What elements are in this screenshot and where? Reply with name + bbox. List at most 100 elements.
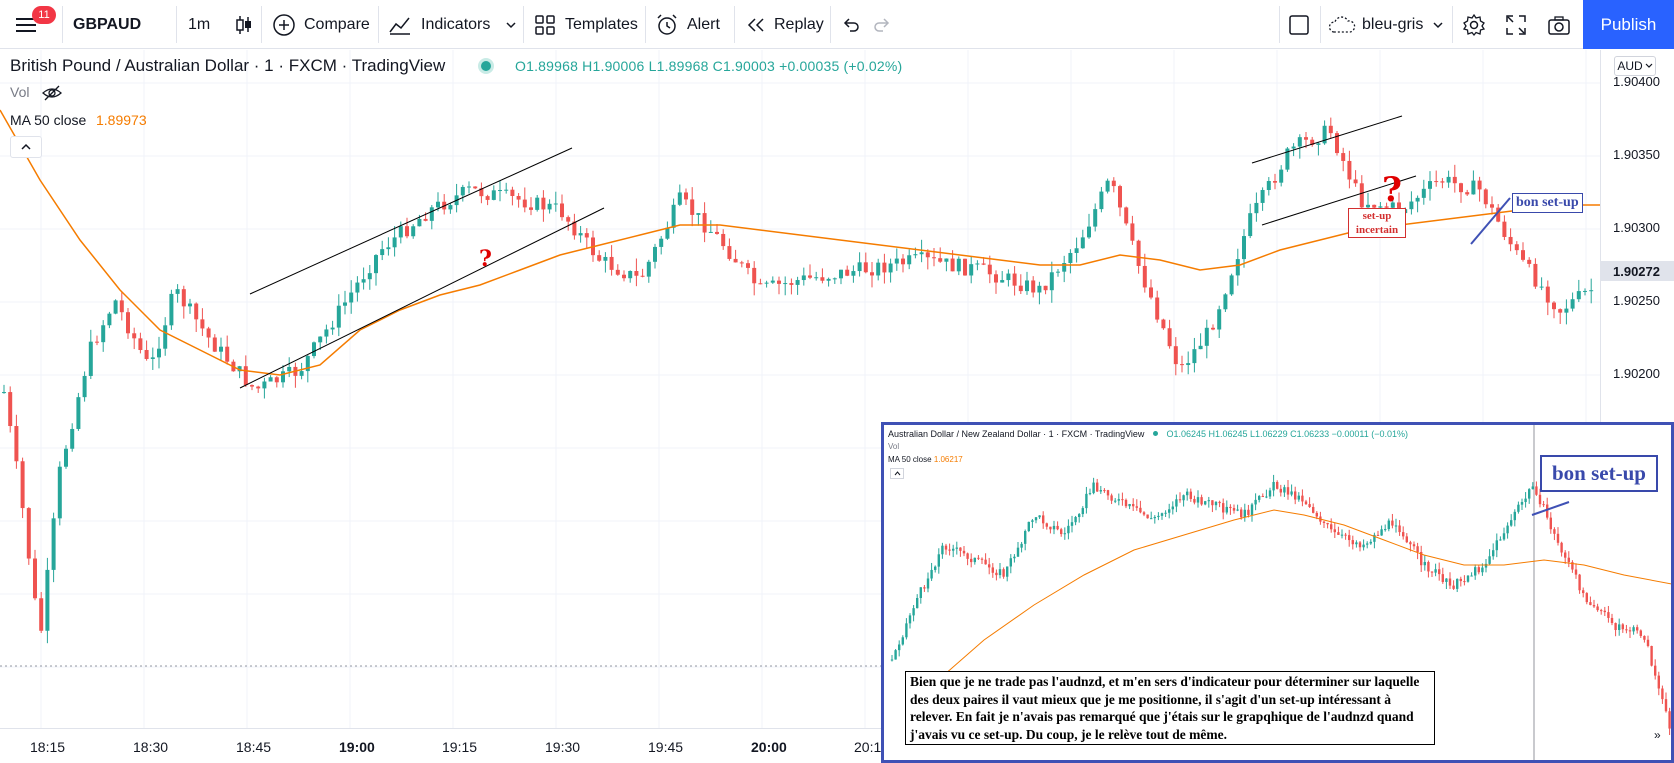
indicators-dropdown[interactable] [505, 0, 517, 49]
legend-ohlc-values: O1.89968 H1.90006 L1.89968 C1.90003 +0.0… [515, 58, 903, 74]
compare-button[interactable]: Compare [272, 0, 370, 49]
candle-body [930, 569, 933, 579]
candle-body [1542, 504, 1545, 506]
candle-body [1229, 506, 1232, 509]
candle-body [1592, 605, 1596, 607]
candle-body [950, 258, 955, 272]
candle-body [1564, 308, 1569, 313]
candle-body [485, 196, 490, 200]
candle-body [937, 554, 940, 567]
fullscreen-button[interactable] [1505, 0, 1527, 49]
candle-body [1279, 488, 1282, 493]
layout-name-button[interactable]: bleu-gris [1327, 0, 1444, 49]
candle-body [1279, 169, 1284, 183]
candle-body [916, 597, 919, 609]
settings-button[interactable] [1462, 0, 1486, 49]
candle-body [1384, 206, 1389, 208]
redo-button[interactable] [872, 0, 892, 49]
compare-label: Compare [304, 15, 370, 33]
undo-button[interactable] [841, 0, 861, 49]
candle-body [1139, 507, 1142, 513]
candle-body [820, 277, 825, 281]
candle-body [1060, 529, 1063, 535]
candle-body [1024, 531, 1027, 544]
candle-body [1164, 512, 1167, 514]
candle-body [1502, 221, 1507, 237]
candle-body [677, 192, 682, 205]
candle-body [1428, 181, 1432, 189]
layout-toggle-button[interactable] [1288, 0, 1310, 49]
candle-body [1310, 139, 1315, 145]
publish-button[interactable]: Publish [1583, 0, 1674, 49]
alert-button[interactable]: Alert [655, 0, 720, 49]
candle-body [1198, 345, 1203, 350]
candle-body [1006, 273, 1011, 281]
menu-button[interactable] [14, 0, 38, 49]
candle-body [1196, 497, 1200, 503]
candle-body [405, 226, 409, 237]
candle-body [1490, 204, 1494, 208]
currency-selector[interactable]: AUD [1614, 56, 1656, 76]
candle-body [1387, 520, 1390, 530]
candle-body [1423, 562, 1426, 566]
candle-body [1514, 244, 1519, 251]
candle-body [1254, 202, 1259, 214]
candle-body [1078, 514, 1081, 518]
candle-body [1639, 630, 1642, 636]
replay-button[interactable]: Replay [745, 0, 824, 49]
candle-body [727, 246, 732, 259]
candle-body [1380, 529, 1383, 536]
candle-body [1440, 181, 1445, 183]
candle-body [1149, 287, 1153, 298]
question-mark-annotation-large[interactable]: ? [1382, 170, 1402, 210]
candle-body [1161, 319, 1166, 329]
candle-body [857, 262, 862, 272]
symbol-search[interactable]: GBPAUD [73, 15, 142, 33]
candle-body [1415, 197, 1420, 202]
candle-body [975, 263, 980, 265]
candle-body [1513, 511, 1516, 521]
setup-incertain-label[interactable]: set-up incertain [1348, 208, 1406, 238]
candle-body [770, 280, 775, 283]
candle-body [1243, 509, 1246, 518]
eye-crossed-icon[interactable] [41, 85, 63, 101]
candle-body [1521, 250, 1525, 260]
indicators-button[interactable]: Indicators [388, 0, 490, 49]
candle-body [274, 377, 279, 383]
snapshot-button[interactable] [1547, 0, 1571, 49]
candle-body [1074, 517, 1077, 523]
inset-setup-arrow-line [1531, 501, 1570, 516]
candle-body [1668, 711, 1671, 729]
chart-type-button[interactable] [234, 0, 254, 49]
candle-body [1502, 533, 1506, 540]
comment-note[interactable]: Bien que je ne trade pas l'audnzd, et m'… [905, 671, 1435, 745]
candle-body [1285, 148, 1290, 170]
candle-body [1456, 578, 1459, 589]
market-status-dot[interactable] [481, 61, 491, 71]
candle-body [45, 569, 50, 631]
candle-body [991, 567, 994, 573]
candle-body [908, 615, 912, 624]
candle-body [1335, 133, 1339, 154]
candle-body [1037, 285, 1042, 293]
replay-label: Replay [774, 15, 824, 33]
legend-collapse-button[interactable] [10, 136, 42, 158]
interval-button[interactable]: 1m [188, 15, 211, 33]
legend-symbol-title[interactable]: British Pound / Australian Dollar · 1 · … [10, 56, 446, 75]
templates-icon [535, 14, 555, 35]
candle-body [417, 218, 422, 227]
candle-body [1397, 202, 1401, 214]
candle-body [783, 283, 788, 285]
candle-body [1049, 526, 1052, 530]
templates-button[interactable]: Templates [534, 0, 638, 49]
legend-vol[interactable]: Vol [10, 84, 63, 101]
candle-body [1182, 495, 1185, 501]
question-mark-annotation[interactable]: ? [479, 246, 492, 272]
candle-body [343, 302, 347, 306]
legend-ma-label[interactable]: MA 50 close [10, 112, 87, 128]
bon-setup-label[interactable]: bon set-up [1512, 193, 1583, 213]
candle-body [981, 263, 986, 265]
candle-body [1583, 290, 1587, 292]
candle-body [1118, 186, 1122, 208]
candle-body [1441, 574, 1444, 582]
